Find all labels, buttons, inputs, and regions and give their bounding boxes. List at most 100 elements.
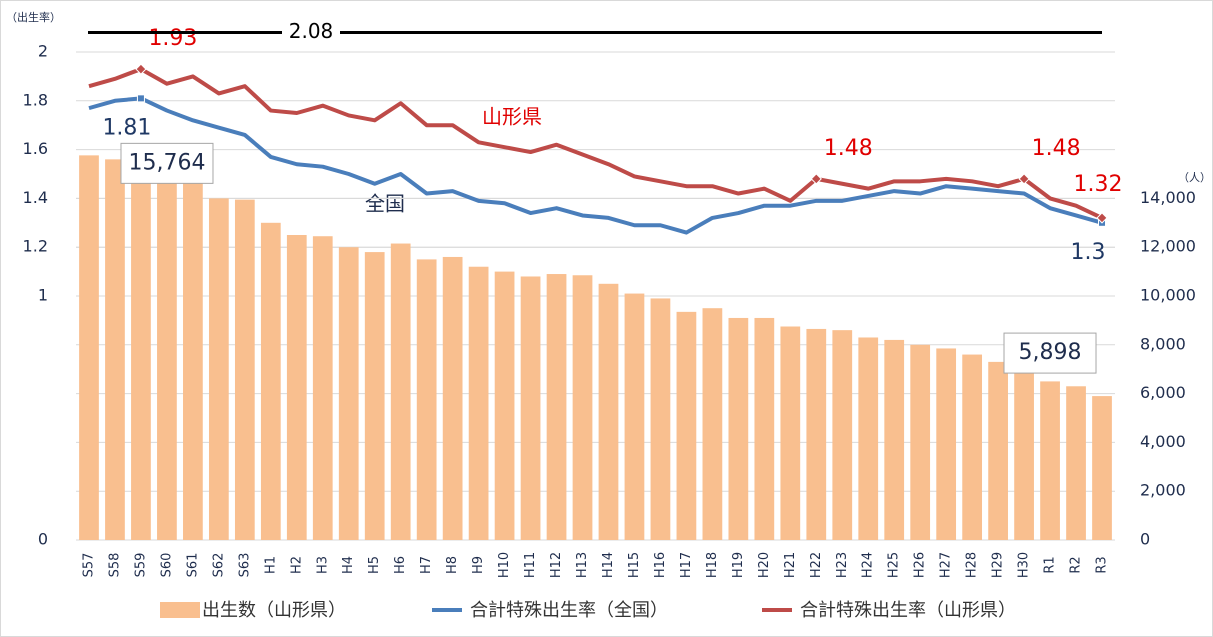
data-label: 5,898 <box>1019 340 1082 365</box>
bar <box>780 326 801 540</box>
x-tick-label: S62 <box>211 553 226 578</box>
marker <box>1096 212 1108 224</box>
x-tick-label: S63 <box>237 553 252 578</box>
data-label-box <box>120 142 214 184</box>
x-tick-label: H16 <box>653 552 668 578</box>
x-tick-label: R2 <box>1069 556 1084 573</box>
x-tick-label: H21 <box>783 552 798 578</box>
bar <box>858 337 879 540</box>
x-tick-label: S57 <box>81 553 96 578</box>
legend-item: 出生数（山形県） <box>160 600 346 621</box>
legend-item: 合計特殊出生率（山形県） <box>762 600 1016 621</box>
y-axis-label: （出生率） <box>6 10 61 24</box>
data-label: 1.93 <box>148 26 197 51</box>
y2-tick-label: 10,000 <box>1140 286 1196 305</box>
x-tick-label: H26 <box>913 552 928 578</box>
data-label: 1.48 <box>1032 136 1081 161</box>
bar <box>546 274 567 540</box>
x-tick-label: H13 <box>575 552 590 578</box>
bar <box>624 293 645 540</box>
marker <box>1018 173 1030 185</box>
bar <box>390 243 411 541</box>
y-tick-label: 1 <box>38 286 48 305</box>
bar <box>962 354 983 540</box>
bar <box>702 308 723 540</box>
x-tick-label: H2 <box>289 556 304 574</box>
legend-label: 合計特殊出生率（山形県） <box>800 600 1016 621</box>
data-label: 1.32 <box>1074 172 1123 197</box>
x-tick-label: H22 <box>809 552 824 578</box>
y-tick-label: 1.4 <box>23 188 48 207</box>
bar <box>832 330 853 540</box>
bar <box>650 298 671 540</box>
data-label: 1.3 <box>1071 240 1106 265</box>
line <box>88 67 1103 220</box>
x-tick-label: H10 <box>497 552 512 578</box>
y-tick-label: 1.6 <box>23 139 48 158</box>
x-tick-label: H23 <box>835 552 850 578</box>
y-tick-label: 1.8 <box>23 90 48 109</box>
data-label: 1.81 <box>102 115 151 140</box>
x-tick-label: H5 <box>367 556 382 574</box>
bar <box>79 155 99 540</box>
y-tick-label: 0 <box>38 530 48 549</box>
bar <box>131 166 151 540</box>
x-tick-label: H14 <box>601 552 616 578</box>
y2-axis-label: （人） <box>1178 171 1211 184</box>
x-tick-label: H24 <box>861 552 876 578</box>
bar <box>754 317 775 540</box>
marker <box>135 63 147 75</box>
x-tick-label: H20 <box>757 552 772 578</box>
bar <box>1066 386 1086 540</box>
x-tick-label: H27 <box>939 552 954 578</box>
x-tick-label: H8 <box>445 556 460 574</box>
bar <box>183 181 203 540</box>
x-tick-label: H11 <box>523 552 538 578</box>
bar <box>572 275 593 540</box>
x-tick-label: H3 <box>315 556 330 574</box>
x-tick-label: H7 <box>419 556 434 574</box>
y2-tick-label: 14,000 <box>1140 188 1196 207</box>
bar <box>1092 396 1112 540</box>
bar <box>312 236 333 540</box>
bar <box>416 259 437 540</box>
bar <box>442 256 463 540</box>
x-tick-label: H17 <box>679 552 694 578</box>
y2-tick-label: 4,000 <box>1140 432 1186 451</box>
bar <box>806 328 827 540</box>
bar <box>1014 367 1034 540</box>
bar <box>494 271 515 540</box>
y-tick-label: 2 <box>38 42 48 61</box>
bar <box>468 266 489 540</box>
bar <box>676 311 697 540</box>
x-tick-label: R3 <box>1095 556 1110 573</box>
bar <box>260 222 281 541</box>
line <box>88 96 1103 235</box>
legend-item: 合計特殊出生率（全国） <box>432 600 668 621</box>
x-tick-label: H18 <box>705 552 720 578</box>
x-tick-label: H9 <box>471 556 486 574</box>
y2-tick-label: 2,000 <box>1140 481 1186 500</box>
bar <box>598 283 619 540</box>
x-tick-label: H25 <box>887 552 902 578</box>
y2-tick-label: 6,000 <box>1140 383 1186 402</box>
bar <box>1040 381 1060 540</box>
data-label: 1.48 <box>824 136 873 161</box>
bar <box>286 235 307 540</box>
bar <box>338 247 359 540</box>
reference-label: 2.08 <box>289 19 334 43</box>
annotation: 全国 <box>365 192 405 216</box>
bar <box>105 159 125 541</box>
bar <box>936 348 957 540</box>
y-tick-label: 1.2 <box>23 237 48 256</box>
data-label-box <box>1003 332 1097 374</box>
legend-label: 出生数（山形県） <box>202 600 346 621</box>
y2-tick-label: 8,000 <box>1140 334 1186 353</box>
bar <box>988 361 1008 540</box>
x-tick-label: H12 <box>549 552 564 578</box>
marker <box>810 173 822 185</box>
x-tick-label: S58 <box>107 553 122 578</box>
x-tick-label: H19 <box>731 552 746 578</box>
bar <box>364 252 385 540</box>
legend-swatch <box>160 602 200 618</box>
